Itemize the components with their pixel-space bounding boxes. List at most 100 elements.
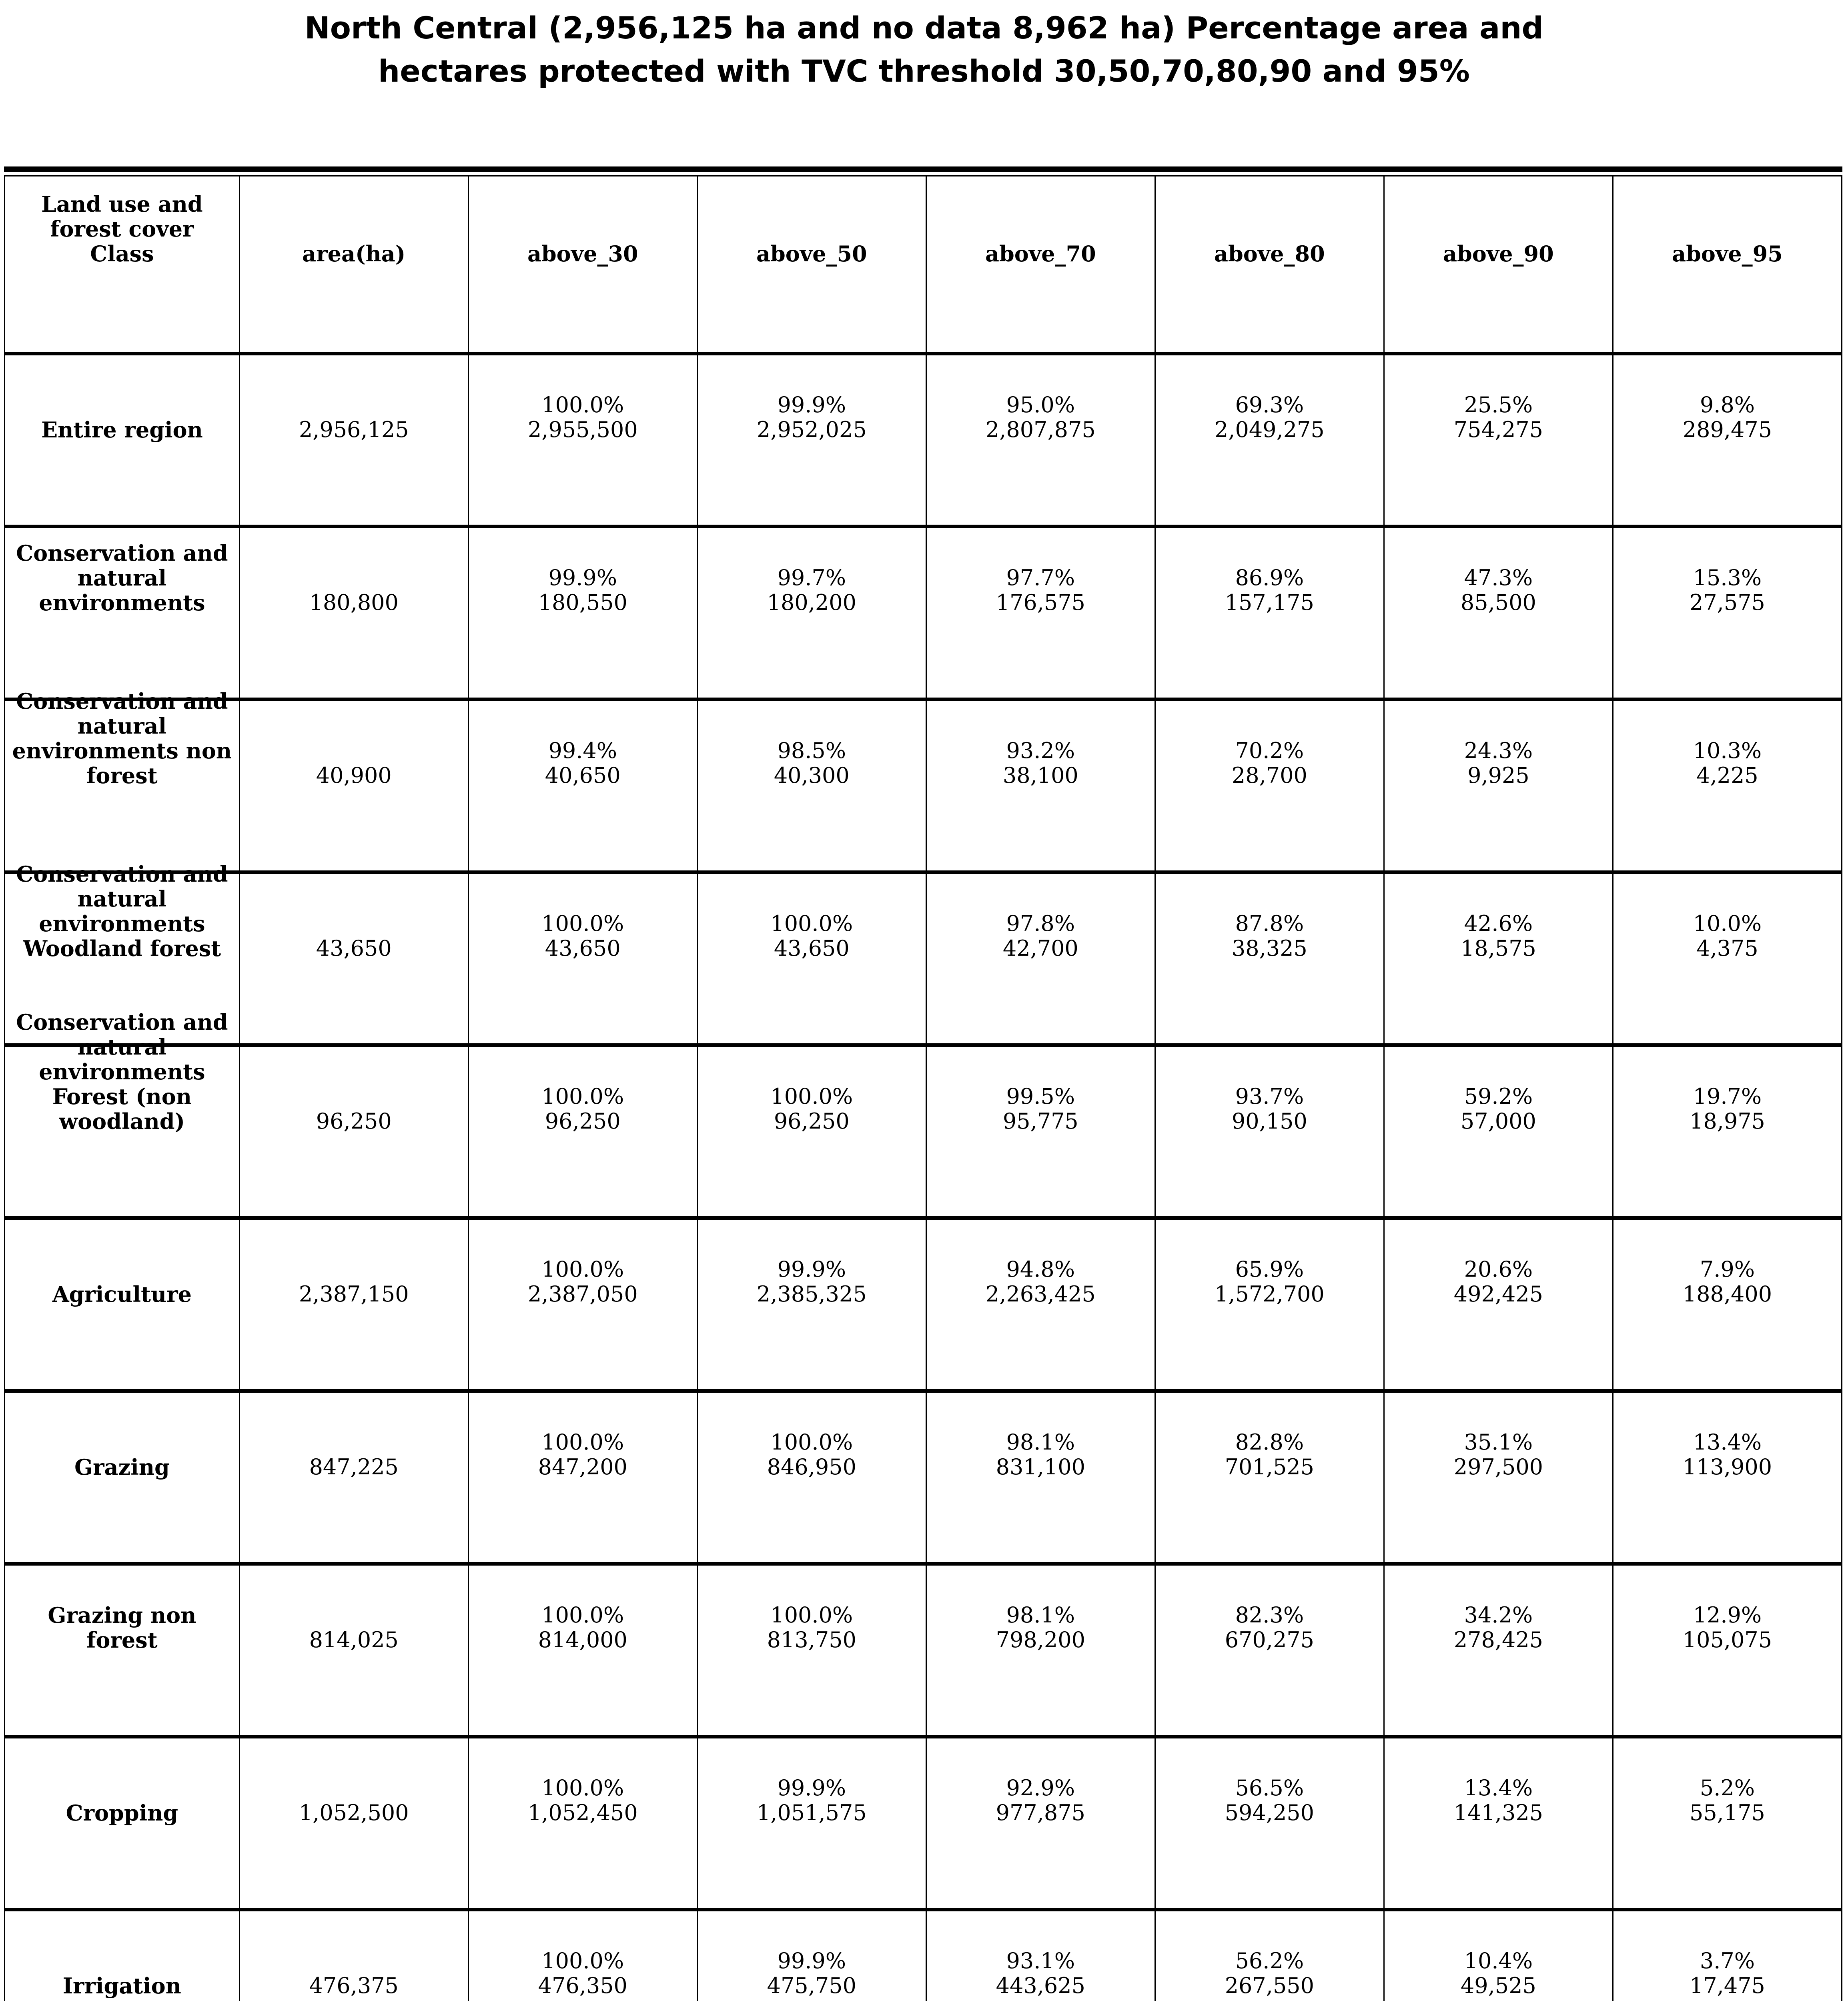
threshold-cell: 100.0% 476,350 <box>467 1908 698 2001</box>
threshold-cell: 100.0% 96,250 <box>696 1043 927 1218</box>
threshold-cell: 19.7% 18,975 <box>1612 1043 1843 1218</box>
threshold-cell-text: 99.9% 1,051,575 <box>756 1775 867 1825</box>
threshold-cell: 99.9% 1,051,575 <box>696 1735 927 1910</box>
threshold-cell-text: 100.0% 2,387,050 <box>527 1257 638 1307</box>
row-label-text: Conservation and natural environments Wo… <box>16 861 228 961</box>
threshold-cell: 65.9% 1,572,700 <box>1154 1216 1385 1391</box>
header-row: Land use and forest cover Class area(ha) a… <box>4 176 1843 354</box>
threshold-cell: 86.9% 157,175 <box>1154 525 1385 700</box>
area-cell: 96,250 <box>239 1043 469 1218</box>
threshold-cell-text: 99.9% 180,550 <box>538 565 627 615</box>
area-cell: 814,025 <box>239 1562 469 1737</box>
threshold-cell-text: 20.6% 492,425 <box>1453 1257 1543 1307</box>
area-cell: 180,800 <box>239 525 469 700</box>
threshold-cell: 47.3% 85,500 <box>1383 525 1613 700</box>
threshold-cell: 24.3% 9,925 <box>1383 698 1613 872</box>
threshold-cell: 99.9% 475,750 <box>696 1908 927 2001</box>
threshold-cell: 94.8% 2,263,425 <box>925 1216 1156 1391</box>
area-cell: 476,375 <box>239 1908 469 2001</box>
threshold-cell: 99.5% 95,775 <box>925 1043 1156 1218</box>
threshold-cell-text: 100.0% 96,250 <box>541 1084 624 1134</box>
threshold-cell: 97.8% 42,700 <box>925 870 1156 1045</box>
threshold-cell-text: 98.5% 40,300 <box>774 738 850 788</box>
threshold-cell: 25.5% 754,275 <box>1383 352 1613 527</box>
threshold-cell: 10.3% 4,225 <box>1612 698 1843 872</box>
column-header-class-text: Land use and forest cover Class <box>41 191 203 267</box>
threshold-cell: 82.3% 670,275 <box>1154 1562 1385 1737</box>
threshold-cell: 100.0% 1,052,450 <box>467 1735 698 1910</box>
threshold-cell-text: 19.7% 18,975 <box>1689 1084 1765 1134</box>
row-label: Grazing <box>4 1389 240 1564</box>
threshold-cell-text: 7.9% 188,400 <box>1682 1257 1772 1307</box>
threshold-cell: 100.0% 43,650 <box>696 870 927 1045</box>
threshold-cell-text: 59.2% 57,000 <box>1460 1084 1536 1134</box>
threshold-cell-text: 65.9% 1,572,700 <box>1214 1257 1325 1307</box>
threshold-cell-text: 100.0% 846,950 <box>767 1430 856 1480</box>
area-cell-text: 180,800 <box>309 590 399 615</box>
threshold-cell-text: 98.1% 798,200 <box>996 1602 1085 1652</box>
threshold-cell: 99.9% 2,952,025 <box>696 352 927 527</box>
table-row: Grazing non forest 814,025 100.0% 814,000 1… <box>4 1562 1843 1737</box>
threshold-cell-text: 86.9% 157,175 <box>1225 565 1315 615</box>
threshold-cell: 70.2% 28,700 <box>1154 698 1385 872</box>
row-label-text: Conservation and natural environments Fo… <box>16 1009 228 1134</box>
column-header-above-70: above_70 <box>925 176 1156 354</box>
table-row: Grazing 847,225 100.0% 847,200 100.0% 846,9… <box>4 1389 1843 1564</box>
threshold-cell-text: 95.0% 2,807,875 <box>985 392 1096 442</box>
threshold-cell-text: 10.0% 4,375 <box>1693 911 1762 961</box>
threshold-cell-text: 93.7% 90,150 <box>1231 1084 1307 1134</box>
threshold-cell: 98.1% 831,100 <box>925 1389 1156 1564</box>
threshold-cell: 98.5% 40,300 <box>696 698 927 872</box>
threshold-cell: 87.8% 38,325 <box>1154 870 1385 1045</box>
row-label-text: Entire region <box>41 417 203 443</box>
threshold-cell: 5.2% 55,175 <box>1612 1735 1843 1910</box>
column-header-class: Land use and forest cover Class <box>4 176 240 354</box>
threshold-cell-text: 100.0% 1,052,450 <box>527 1775 638 1825</box>
threshold-cell-text: 97.8% 42,700 <box>1002 911 1078 961</box>
threshold-cell: 95.0% 2,807,875 <box>925 352 1156 527</box>
threshold-cell: 100.0% 96,250 <box>467 1043 698 1218</box>
threshold-cell-text: 99.9% 475,750 <box>767 1948 856 1998</box>
row-label: Agriculture <box>4 1216 240 1391</box>
table-row: Conservation and natural environments no… <box>4 689 1843 872</box>
column-header-above-50: above_50 <box>696 176 927 354</box>
threshold-cell-text: 10.3% 4,225 <box>1693 738 1762 788</box>
threshold-cell-text: 25.5% 754,275 <box>1453 392 1543 442</box>
protected-area-table-wrap: Land use and forest cover Class area(ha) a… <box>4 166 1843 2001</box>
row-label-text: Grazing non forest <box>48 1602 196 1653</box>
threshold-cell-text: 92.9% 977,875 <box>996 1775 1085 1825</box>
threshold-cell-text: 35.1% 297,500 <box>1453 1430 1543 1480</box>
threshold-cell-text: 13.4% 113,900 <box>1682 1430 1772 1480</box>
area-cell: 2,387,150 <box>239 1216 469 1391</box>
row-label: Conservation and natural environments Wo… <box>4 862 240 1045</box>
threshold-cell: 20.6% 492,425 <box>1383 1216 1613 1391</box>
threshold-cell: 59.2% 57,000 <box>1383 1043 1613 1218</box>
area-cell-text: 814,025 <box>309 1627 399 1652</box>
threshold-cell-text: 100.0% 43,650 <box>541 911 624 961</box>
threshold-cell-text: 100.0% 476,350 <box>538 1948 627 1998</box>
threshold-cell-text: 99.5% 95,775 <box>1002 1084 1078 1134</box>
threshold-cell: 93.7% 90,150 <box>1154 1043 1385 1218</box>
threshold-cell: 100.0% 2,387,050 <box>467 1216 698 1391</box>
threshold-cell: 92.9% 977,875 <box>925 1735 1156 1910</box>
threshold-cell-text: 99.9% 2,952,025 <box>756 392 867 442</box>
area-cell-text: 43,650 <box>316 936 392 961</box>
threshold-cell-text: 100.0% 813,750 <box>767 1602 856 1652</box>
row-label: Conservation and natural environments Fo… <box>4 1010 240 1218</box>
table-row: Cropping 1,052,500 100.0% 1,052,450 99.9% 1… <box>4 1735 1843 1910</box>
column-header-above-95: above_95 <box>1612 176 1843 354</box>
page-title: North Central (2,956,125 ha and no data … <box>305 10 1543 89</box>
area-cell-text: 2,387,150 <box>299 1281 409 1307</box>
area-cell: 43,650 <box>239 870 469 1045</box>
threshold-cell: 97.7% 176,575 <box>925 525 1156 700</box>
threshold-cell: 10.4% 49,525 <box>1383 1908 1613 2001</box>
threshold-cell-text: 100.0% 96,250 <box>770 1084 853 1134</box>
area-cell-text: 847,225 <box>309 1454 399 1480</box>
threshold-cell-text: 3.7% 17,475 <box>1689 1948 1765 1998</box>
threshold-cell: 93.2% 38,100 <box>925 698 1156 872</box>
column-header-above-70-text: above_70 <box>985 241 1096 267</box>
threshold-cell: 3.7% 17,475 <box>1612 1908 1843 2001</box>
threshold-cell-text: 94.8% 2,263,425 <box>985 1257 1096 1307</box>
row-label: Conservation and natural environments <box>4 525 240 700</box>
threshold-cell-text: 93.1% 443,625 <box>996 1948 1085 1998</box>
